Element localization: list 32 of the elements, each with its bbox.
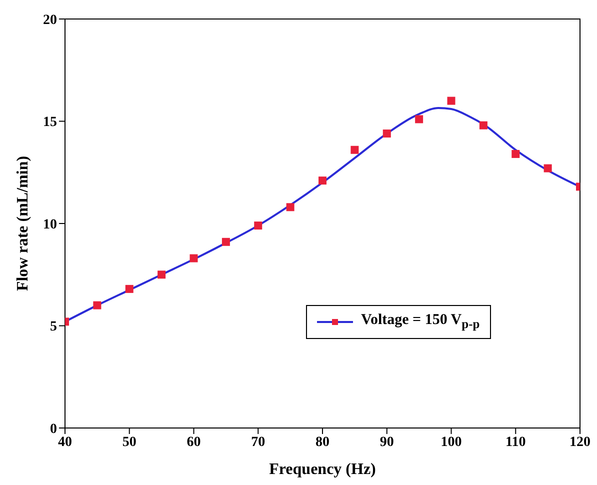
point (415, 115, 424, 124)
legend-label: Voltage = 150 V$_{p-p}$ (361, 312, 480, 332)
point (512, 150, 520, 158)
x-axis-title: Frequency (Hz) (269, 461, 376, 478)
x-tick-label: 70 (251, 434, 266, 450)
point (544, 164, 552, 172)
y-tick-label: 20 (43, 12, 57, 28)
x-tick-label: 120 (570, 434, 590, 450)
x-tick-label: 60 (186, 434, 201, 450)
x-tick-label: 90 (380, 434, 394, 450)
point (93, 301, 102, 310)
point (125, 284, 134, 293)
point (350, 146, 359, 154)
point (222, 238, 230, 246)
point (447, 96, 456, 105)
point (382, 130, 391, 138)
x-tick-label: 80 (316, 434, 330, 450)
point (286, 203, 294, 212)
point (318, 176, 326, 185)
x-tick-label: 40 (58, 434, 72, 450)
y-tick-label: 10 (43, 217, 57, 232)
point (479, 121, 488, 130)
y-tick-label: 5 (50, 320, 57, 335)
x-tick-label: 100 (440, 434, 462, 450)
point (190, 254, 198, 262)
point (158, 270, 166, 279)
point (254, 222, 262, 230)
x-tick-label: 50 (122, 434, 136, 450)
y-axis-title: Flow rate (mL/min) (14, 156, 32, 292)
y-tick-label: 15 (43, 115, 57, 130)
x-tick-label: 110 (506, 434, 526, 450)
y-tick-label: 0 (50, 422, 57, 437)
